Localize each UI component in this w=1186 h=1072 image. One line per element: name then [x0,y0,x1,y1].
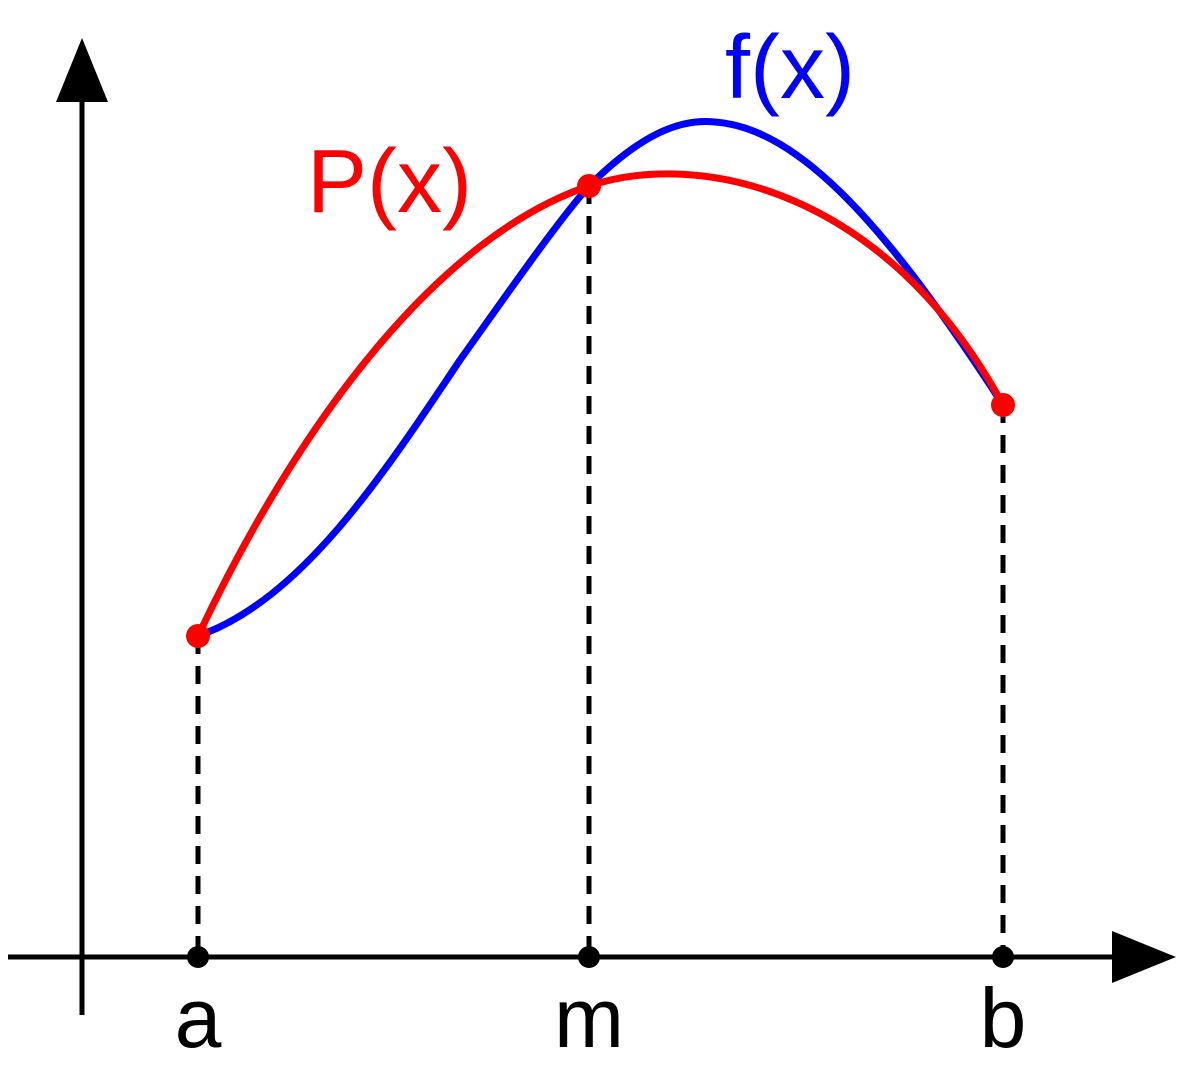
p-curve [194,170,1007,640]
point-m-axis [578,946,600,968]
label-f-curve: f(x) [725,18,855,118]
node-m [577,174,601,198]
y-axis-arrow-icon [56,38,108,102]
label-m: m [554,971,624,1065]
point-b-axis [992,946,1014,968]
node-b [991,393,1015,417]
label-p-curve: P(x) [307,132,472,232]
interpolation-nodes [186,174,1015,648]
axis-points [187,946,1014,968]
label-b: b [980,971,1027,1065]
x-axis-arrow-icon [1112,931,1176,983]
node-a [186,624,210,648]
dashed-guides [195,186,1006,957]
point-a-axis [187,946,209,968]
label-a: a [175,971,222,1065]
